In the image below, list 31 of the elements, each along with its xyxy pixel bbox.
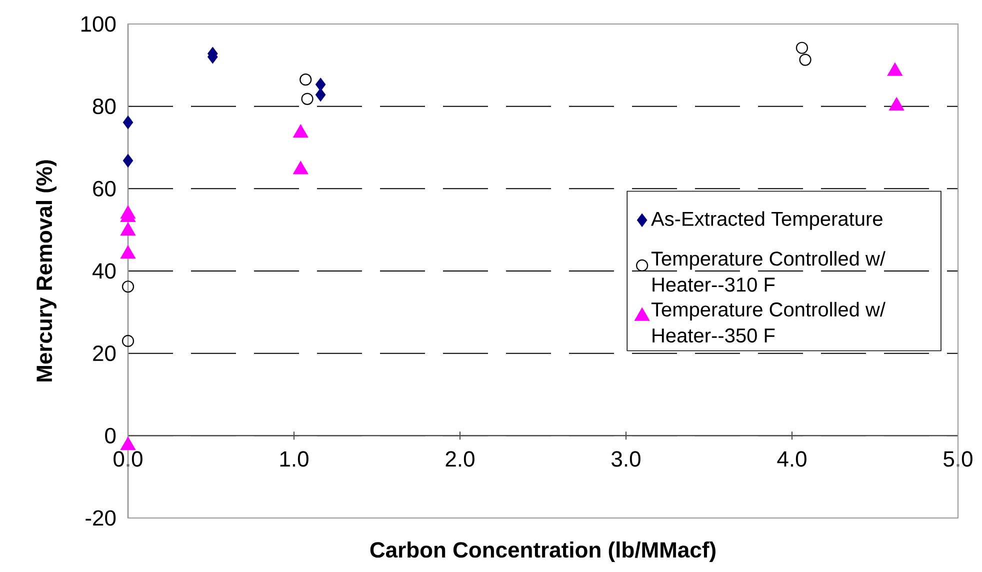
point: [120, 436, 136, 450]
point: [300, 74, 312, 86]
x-tick-label: 4.0: [777, 451, 806, 467]
y-tick-label: 40: [92, 263, 116, 279]
x-tick-label: 2.0: [446, 451, 474, 467]
legend-label: As-Extracted Temperature: [651, 211, 882, 230]
point: [293, 161, 308, 174]
legend-label: Temperature Controlled w/ Heater--310 F: [651, 251, 886, 292]
point: [120, 222, 136, 236]
y-tick-label: 0: [105, 428, 116, 444]
point: [301, 92, 314, 105]
x-tick-label: 3.0: [612, 451, 640, 467]
x-axis-title: Carbon Concentration (lb/MMacf): [370, 542, 716, 562]
point: [293, 124, 308, 138]
y-axis-title: Mercury Removal (%): [36, 160, 56, 382]
point: [796, 42, 808, 54]
point: [122, 116, 134, 129]
x-tick-label: 5.0: [944, 451, 972, 467]
point: [316, 78, 326, 92]
y-tick-label: 100: [81, 16, 116, 32]
point: [122, 154, 134, 168]
point: [120, 246, 136, 259]
x-tick-label: 0.0: [114, 451, 142, 467]
point: [799, 54, 812, 66]
y-tick-label: 20: [93, 346, 116, 362]
legend-label: Temperature Controlled w/ Heater--350 F: [651, 302, 886, 343]
x-tick-label: 1.0: [280, 451, 308, 467]
y-tick-label: 80: [92, 98, 116, 114]
point: [316, 88, 326, 102]
y-tick-label: 60: [93, 180, 116, 196]
y-tick-label: -20: [86, 510, 116, 526]
